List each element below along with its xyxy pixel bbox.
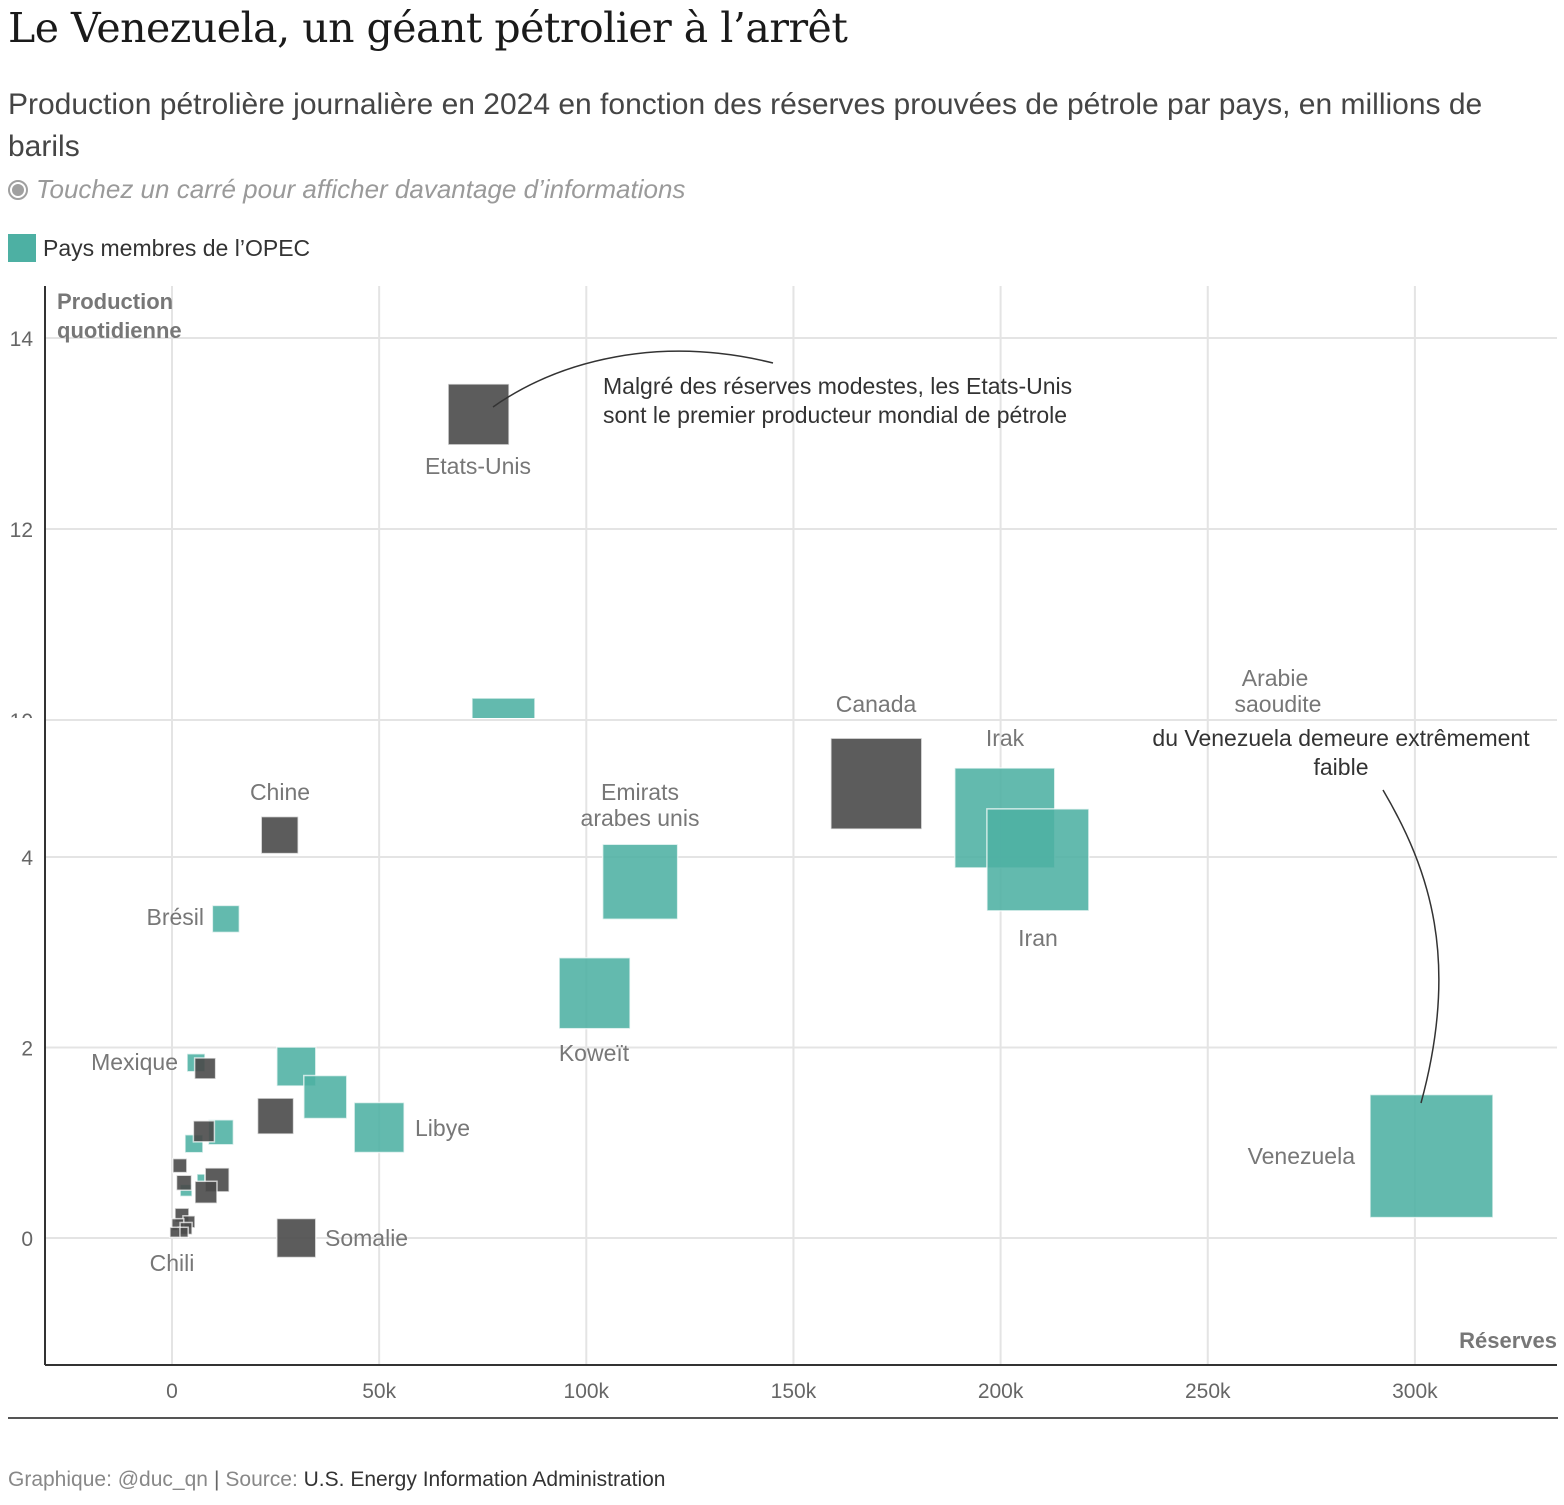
annotation-connector [492,350,774,408]
scatter-chart: 0 50k 100k 150k 200k 250k 300k 14 12 10 4 2 0 Product… [10,286,1557,1403]
footer-source: U.S. Energy Information Administration [303,1468,666,1491]
point-label: Chine [250,779,310,805]
annotation-text: Malgré des réserves modestes, les Etats-… [603,373,1072,399]
data-square[interactable] [172,1157,188,1174]
data-square-libye[interactable] [353,1101,405,1154]
hint: Touchez un carré pour afficher davantage… [8,174,685,205]
data-square[interactable] [194,1180,218,1205]
y-tick-label: 2 [21,1038,33,1061]
data-square[interactable] [175,1174,193,1192]
data-square-arabie-saoudite[interactable] [471,697,536,761]
data-square-somalie[interactable] [276,1217,317,1259]
point-label: arabes unis [581,805,700,831]
data-square-etats-unis[interactable] [447,383,510,446]
data-square-venezuela[interactable] [1369,1093,1494,1219]
y-tick-label: 14 [10,328,34,351]
point-label: Etats-Unis [425,453,531,479]
legend-swatch-opec [8,234,36,262]
point-label: Libye [415,1115,470,1141]
legend: Pays membres de l’OPEC [8,234,310,262]
point-label: Venezuela [1248,1143,1356,1169]
data-square-chili[interactable] [169,1226,181,1239]
point-label: Mexique [91,1049,178,1075]
data-square-iran[interactable] [986,808,1090,912]
data-square-br-sil[interactable] [211,904,241,934]
y-tick-label: 10 [10,710,33,733]
chart-title: Le Venezuela, un géant pétrolier à l’arr… [8,4,848,52]
data-square[interactable] [192,1120,216,1143]
x-tick-label: 100k [564,1380,610,1403]
annotation-connector [1382,789,1440,1104]
annotation-text: sont le premier producteur mondial de pé… [603,402,1067,428]
y-tick-label: 0 [21,1228,33,1251]
hint-text: Touchez un carré pour afficher davantage… [36,174,686,204]
x-tick-label: 150k [771,1380,817,1403]
x-tick-label: 300k [1392,1380,1438,1403]
data-square[interactable] [303,1074,348,1120]
footer-source-label: Source: [225,1468,298,1491]
annotation-text: du Venezuela demeure extrêmement [1152,725,1530,751]
footer-separator: | [213,1468,220,1491]
data-square-kowe-t[interactable] [558,956,631,1030]
y-axis-title: quotidienne [57,318,182,343]
points-lower [169,737,1494,1259]
point-label: Chili [150,1250,195,1276]
data-square-chine[interactable] [260,815,299,855]
footer-divider [8,1417,1558,1419]
points-upper [447,383,536,761]
data-square[interactable] [256,1097,295,1135]
legend-label-opec: Pays membres de l’OPEC [43,234,311,261]
chart-subtitle: Production pétrolière journalière en 202… [8,88,1483,163]
point-label: Emirats [601,779,679,805]
point-label: Arabie [1242,665,1308,691]
point-label: Somalie [325,1225,408,1251]
y-tick-label: 4 [21,847,33,870]
point-label: saoudite [1235,691,1322,717]
point-label: Brésil [146,904,204,930]
data-square-canada[interactable] [830,737,923,830]
data-square-mexique[interactable] [193,1057,217,1080]
y-axis-title: Production [57,289,173,314]
x-tick-label: 250k [1185,1380,1231,1403]
point-label: Iran [1018,925,1058,951]
annotation-text: faible [1314,754,1369,780]
x-tick-label: 50k [362,1380,396,1403]
y-tick-label: 12 [10,519,33,542]
x-axis-title: Réserves [1459,1328,1557,1353]
x-tick-label: 200k [978,1380,1024,1403]
footer: Graphique: @duc_qn | Source: U.S. Energy I… [8,1468,665,1492]
footer-credit: Graphique: @duc_qn [8,1468,208,1491]
point-label: Irak [986,725,1025,751]
point-label: Canada [836,691,917,717]
radio-dot-icon [8,179,28,200]
point-label: Koweït [559,1040,630,1066]
x-tick-label: 0 [166,1380,178,1403]
data-square-emirats-arabes-unis[interactable] [601,843,679,921]
